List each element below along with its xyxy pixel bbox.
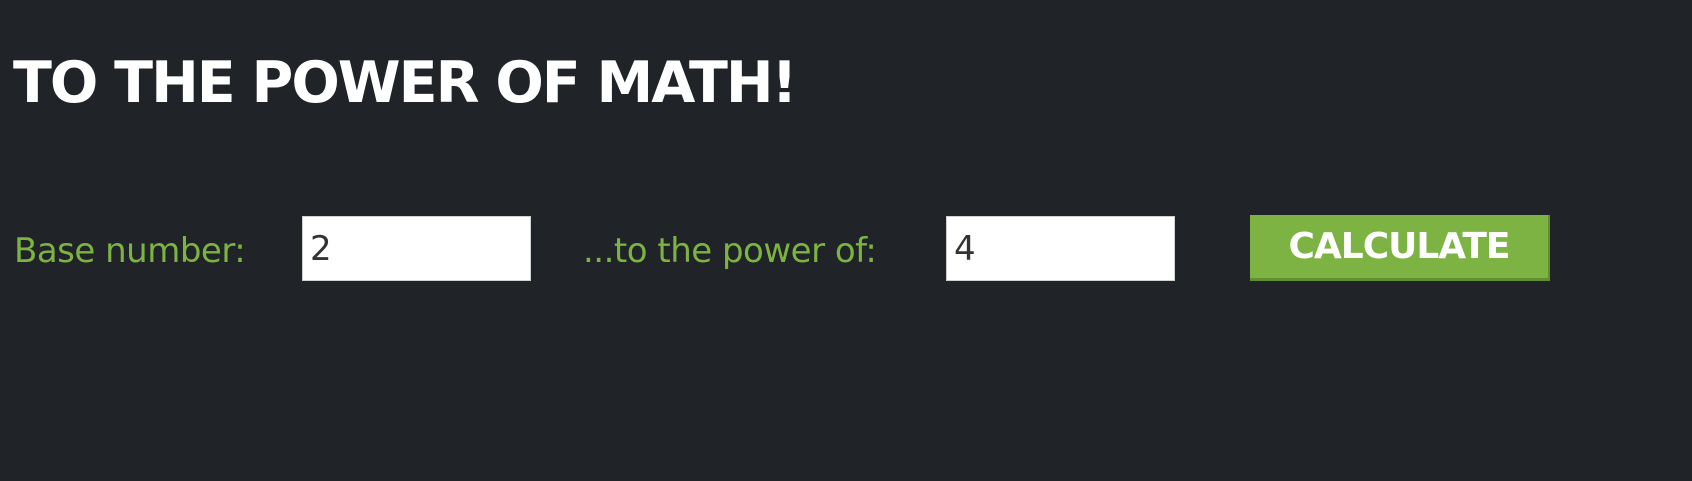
- page-title: TO THE POWER OF MATH!: [13, 50, 798, 116]
- power-of-label: ...to the power of:: [583, 231, 877, 271]
- base-number-input[interactable]: [302, 216, 531, 281]
- base-number-label: Base number:: [14, 231, 246, 271]
- power-of-input[interactable]: [946, 216, 1175, 281]
- calculate-button[interactable]: CALCULATE: [1250, 215, 1550, 281]
